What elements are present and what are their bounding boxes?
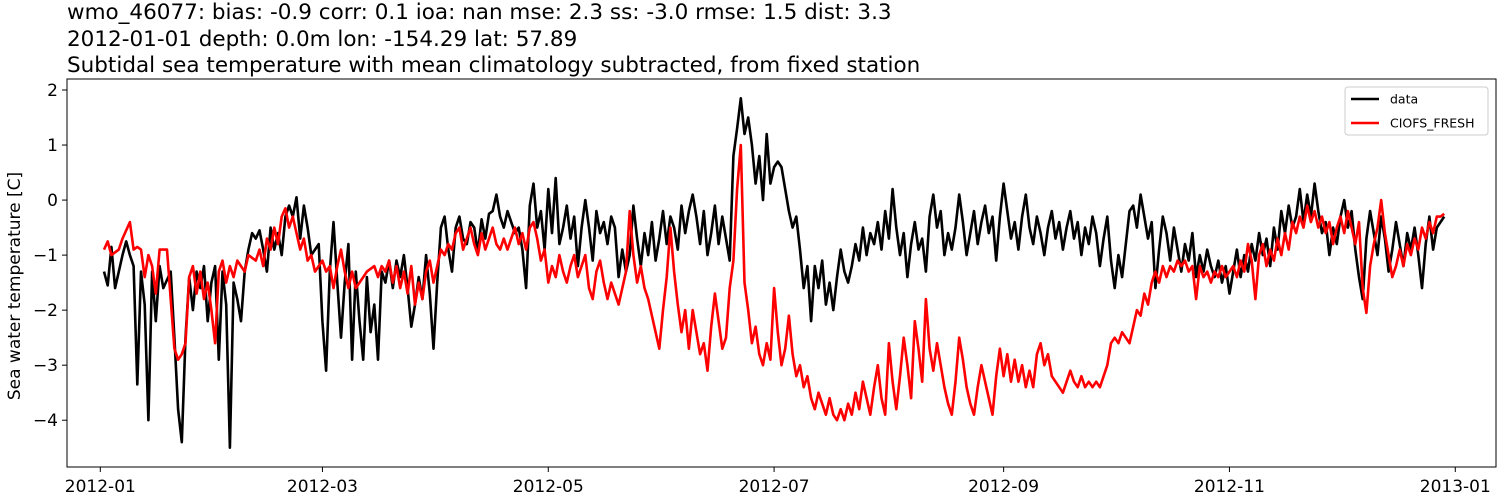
chart-title-stats: wmo_46077: bias: -0.9 corr: 0.1 ioa: nan… [67, 0, 892, 25]
series-line-ciofs-fresh [102, 143, 1445, 422]
y-tick-label: −4 [33, 411, 58, 431]
plot-frame [66, 78, 1497, 468]
x-tick-label: 2012-05 [513, 477, 584, 497]
y-tick-label: 2 [47, 81, 58, 101]
y-tick-label: 0 [47, 191, 58, 211]
x-tick-label: 2012-07 [739, 477, 810, 497]
y-tick-label: −3 [33, 356, 58, 376]
series-line-data [102, 97, 1446, 449]
chart-title-description: Subtidal sea temperature with mean clima… [67, 53, 921, 78]
y-axis-label: Sea water temperature [C] [5, 172, 25, 400]
x-tick-label: 2013-01 [1420, 477, 1491, 497]
y-tick-label: 1 [47, 136, 58, 156]
legend-box [1344, 86, 1489, 136]
chart-title-location: 2012-01-01 depth: 0.0m lon: -154.29 lat:… [67, 26, 578, 52]
y-tick-label: −2 [33, 301, 58, 321]
series-layer [102, 97, 1446, 449]
x-tick-label: 2012-09 [968, 477, 1039, 497]
y-tick-label: −1 [33, 246, 58, 266]
legend-label: data [1390, 92, 1418, 107]
x-tick-label: 2012-03 [287, 477, 358, 497]
axes-layer: 2012-01 2012-03 2012-05 2012-07 2012-09 2012-… [33, 78, 1497, 497]
x-tick-label: 2012-01 [65, 477, 136, 497]
legend-label: CIOFS_FRESH [1390, 116, 1475, 131]
x-tick-label: 2012-11 [1194, 477, 1265, 497]
chart-title-block: wmo_46077: bias: -0.9 corr: 0.1 ioa: nan… [67, 0, 920, 80]
legend: data CIOFS_FRESH [1344, 86, 1489, 136]
